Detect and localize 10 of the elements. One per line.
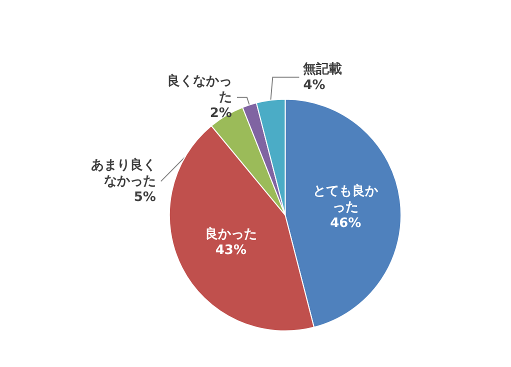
slice-label: あまり良くなかった bbox=[90, 156, 156, 189]
data-label: 43% bbox=[215, 243, 246, 258]
data-label: 2% bbox=[210, 106, 232, 121]
slice-label: 良かった bbox=[204, 226, 257, 242]
slice-label: 無記載 bbox=[302, 60, 342, 77]
slice-label: 良くなかった bbox=[166, 72, 232, 105]
data-label: 4% bbox=[303, 78, 326, 93]
data-label: 5% bbox=[134, 190, 156, 205]
data-label: 46% bbox=[330, 216, 362, 231]
slice-label: とても良かった bbox=[313, 182, 380, 215]
